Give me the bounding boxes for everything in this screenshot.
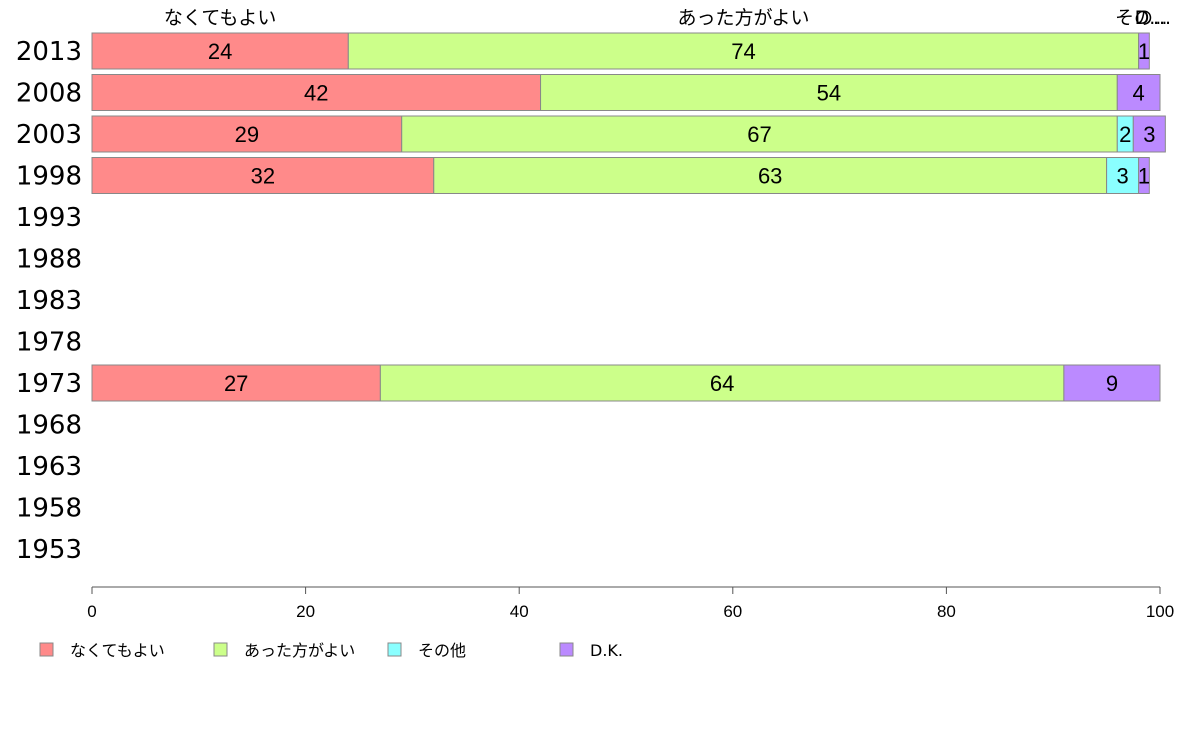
year-label-1978: 1978 (16, 328, 82, 358)
legend-label-1: あった方がよい (244, 641, 355, 660)
top-label-1: あった方がよい (677, 7, 809, 29)
legend-label-0: なくてもよい (70, 641, 165, 660)
legend-swatch-0 (39, 642, 54, 657)
bar-segment-1998-s0 (91, 157, 435, 194)
data-label-2008-s1: 54 (817, 81, 841, 106)
bar-segment-1998-s3 (1138, 157, 1150, 194)
data-label-2003-s1: 67 (747, 122, 771, 147)
year-label-2003: 2003 (16, 120, 82, 150)
top-labels: なくてもよい あった方がよい その...D... (164, 7, 1171, 29)
legend-label-3: D.K. (590, 641, 623, 660)
bar-segment-1998-s1 (433, 157, 1108, 194)
legend-label-2: その他 (418, 641, 466, 660)
year-label-1988: 1988 (16, 245, 82, 275)
bar-segment-1998-s2 (1106, 157, 1140, 194)
year-label-1983: 1983 (16, 286, 82, 316)
data-label-1998-s1: 63 (758, 164, 782, 189)
year-label-1973: 1973 (16, 369, 82, 399)
data-label-2008-s0: 42 (304, 81, 328, 106)
year-label-2008: 2008 (16, 79, 82, 109)
top-label-0: なくてもよい (164, 7, 276, 29)
bar-segment-1973-s3 (1063, 364, 1161, 402)
bars: 24 74 142 54 429 67 2 332 63 3 127 64 9 (91, 32, 1166, 402)
data-label-2013-s1: 74 (731, 39, 755, 64)
x-tick-label-4: 80 (937, 602, 956, 621)
x-axis: 0 20 40 60 80 100 (87, 586, 1174, 621)
bar-segment-2013-s1 (347, 32, 1140, 70)
data-label-2003-s0: 29 (235, 122, 259, 147)
data-label-2003-s3: 3 (1143, 122, 1155, 147)
bar-segment-2003-s0 (91, 115, 403, 153)
top-label-3: D... (1135, 7, 1168, 29)
bar-segment-2008-s3 (1116, 74, 1161, 111)
year-label-1963: 1963 (16, 452, 82, 482)
year-label-1953: 1953 (16, 535, 82, 565)
year-labels: 2013 2008 2003 1998 1993 1988 1983 1978 1973 1968… (16, 37, 82, 565)
year-label-1958: 1958 (16, 494, 82, 524)
bar-segment-2008-s1 (540, 74, 1118, 111)
year-label-2013: 2013 (16, 37, 82, 67)
data-label-2003-s2: 2 (1119, 122, 1131, 147)
x-tick-label-5: 100 (1146, 602, 1174, 621)
data-label-1973-s1: 64 (710, 371, 734, 396)
legend-swatch-3 (559, 642, 574, 657)
x-tick-label-3: 60 (723, 602, 742, 621)
bar-segment-1973-s1 (379, 364, 1065, 402)
top-label-2: その... (1115, 7, 1171, 29)
bar-segment-2008-s0 (91, 74, 542, 111)
year-label-1993: 1993 (16, 203, 82, 233)
x-tick-label-2: 40 (510, 602, 529, 621)
bar-segment-1973-s0 (91, 364, 381, 402)
legend-swatch-1 (213, 642, 228, 657)
x-tick-label-1: 20 (296, 602, 315, 621)
data-label-2008-s3: 4 (1133, 81, 1145, 106)
legend: なくてもよい あった方がよい その他 D.K. (39, 641, 623, 660)
legend-swatch-2 (387, 642, 402, 657)
year-label-1998: 1998 (16, 162, 82, 192)
data-label-1973-s3: 9 (1106, 371, 1118, 396)
x-tick-label-0: 0 (87, 602, 96, 621)
data-label-2013-s0: 24 (208, 39, 232, 64)
bar-segment-2003-s3 (1132, 115, 1166, 153)
bar-segment-2013-s3 (1138, 32, 1150, 70)
data-label-1998-s3: 1 (1138, 164, 1150, 189)
data-label-2013-s3: 1 (1138, 39, 1150, 64)
year-label-1968: 1968 (16, 411, 82, 441)
data-label-1973-s0: 27 (224, 371, 248, 396)
bar-segment-2003-s1 (401, 115, 1118, 153)
data-label-1998-s0: 32 (251, 164, 275, 189)
data-label-1998-s2: 3 (1116, 164, 1128, 189)
